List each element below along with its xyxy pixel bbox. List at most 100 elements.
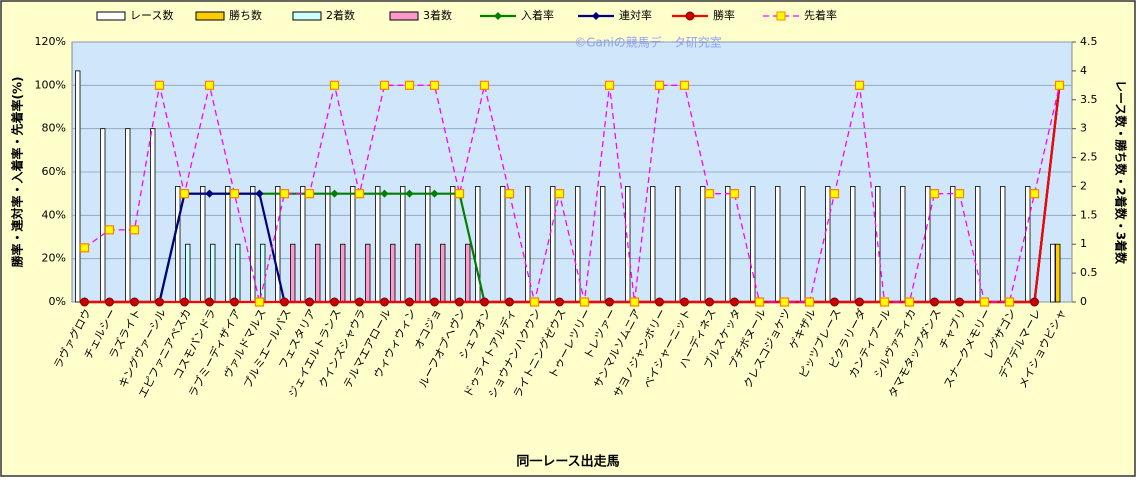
line-marker xyxy=(155,297,164,307)
line-marker xyxy=(730,297,739,307)
y2-tick-label: 3.5 xyxy=(1080,93,1098,106)
line-marker xyxy=(180,297,189,307)
line-marker xyxy=(179,189,190,199)
bar xyxy=(425,186,431,303)
legend-swatch xyxy=(96,11,126,21)
line-marker xyxy=(479,80,490,90)
bar xyxy=(550,186,556,303)
bar xyxy=(350,186,356,303)
line-marker xyxy=(854,80,865,90)
bar xyxy=(315,243,321,303)
line-marker xyxy=(354,189,365,199)
bar xyxy=(225,186,231,303)
legend-label: 先着率 xyxy=(804,8,837,22)
line-marker xyxy=(405,189,414,198)
bar xyxy=(440,243,446,303)
line-marker xyxy=(979,297,990,307)
legend-label: 勝ち数 xyxy=(229,8,262,22)
y2-tick-label: 4 xyxy=(1080,64,1087,77)
line-marker xyxy=(655,297,664,307)
bar xyxy=(575,186,581,303)
line-marker xyxy=(279,189,290,199)
bar xyxy=(150,128,156,303)
bar xyxy=(1055,243,1061,303)
line-marker xyxy=(255,189,264,198)
y-axis-title: 勝率・連対率・入着率・先着率(%) xyxy=(10,77,25,268)
bar xyxy=(325,186,331,303)
line-marker xyxy=(455,297,464,307)
line-marker xyxy=(930,297,939,307)
bar xyxy=(1025,186,1031,303)
line-marker xyxy=(204,80,215,90)
line-marker xyxy=(504,189,515,199)
bar xyxy=(800,186,806,303)
bar xyxy=(500,186,506,303)
line-marker xyxy=(855,297,864,307)
line-marker xyxy=(904,297,915,307)
y-tick-label: 120% xyxy=(35,35,66,48)
line-marker xyxy=(304,189,315,199)
bar xyxy=(415,243,421,303)
bar xyxy=(250,186,256,303)
line-marker xyxy=(554,189,565,199)
bar xyxy=(175,186,181,303)
legend-marker xyxy=(494,12,502,20)
line-marker xyxy=(604,80,615,90)
line-marker xyxy=(154,80,165,90)
line-marker xyxy=(879,297,890,307)
legend-label: 入着率 xyxy=(521,8,554,22)
line-marker xyxy=(355,297,364,307)
bar xyxy=(100,128,106,303)
bar xyxy=(900,186,906,303)
bar xyxy=(235,243,241,303)
bar xyxy=(210,243,216,303)
y-tick-label: 40% xyxy=(42,208,66,221)
legend-label: 連対率 xyxy=(619,8,652,22)
line-marker xyxy=(330,189,339,198)
bar xyxy=(1000,186,1006,303)
y2-tick-label: 0.5 xyxy=(1080,266,1098,279)
line-marker xyxy=(230,297,239,307)
line-marker xyxy=(1054,80,1065,90)
bar xyxy=(600,186,606,303)
line-marker xyxy=(1030,297,1039,307)
bar xyxy=(750,186,756,303)
y2-tick-label: 1.5 xyxy=(1080,208,1098,221)
legend-label: 勝率 xyxy=(713,8,735,22)
line-marker xyxy=(429,80,440,90)
legend-label: レース数 xyxy=(130,9,173,22)
y-tick-label: 80% xyxy=(42,122,66,135)
bar xyxy=(185,243,191,303)
legend-marker xyxy=(776,11,786,21)
line-series xyxy=(84,84,1061,303)
line-marker xyxy=(679,80,690,90)
y-tick-label: 100% xyxy=(35,78,66,91)
line-marker xyxy=(579,297,590,307)
bar xyxy=(975,186,981,303)
legend-swatch xyxy=(389,11,419,21)
bar xyxy=(825,186,831,303)
line-marker xyxy=(379,80,390,90)
line-marker xyxy=(329,80,340,90)
y2-tick-label: 2 xyxy=(1080,179,1087,192)
legend-marker xyxy=(685,11,695,21)
line-marker xyxy=(829,189,840,199)
bar xyxy=(300,186,306,303)
legend-label: 3着数 xyxy=(423,8,452,22)
bar xyxy=(675,186,681,303)
line-marker xyxy=(680,297,689,307)
bar xyxy=(775,186,781,303)
y-tick-label: 20% xyxy=(42,252,66,265)
line-marker xyxy=(330,297,339,307)
y2-tick-label: 0 xyxy=(1080,295,1087,308)
line-marker xyxy=(1029,189,1040,199)
legend-swatch xyxy=(292,11,322,21)
line-marker xyxy=(629,297,640,307)
bar xyxy=(725,186,731,303)
line-marker xyxy=(955,297,964,307)
line-marker xyxy=(704,189,715,199)
line-marker xyxy=(480,297,489,307)
bar xyxy=(950,186,956,303)
line-marker xyxy=(430,297,439,307)
line-marker xyxy=(929,189,940,199)
